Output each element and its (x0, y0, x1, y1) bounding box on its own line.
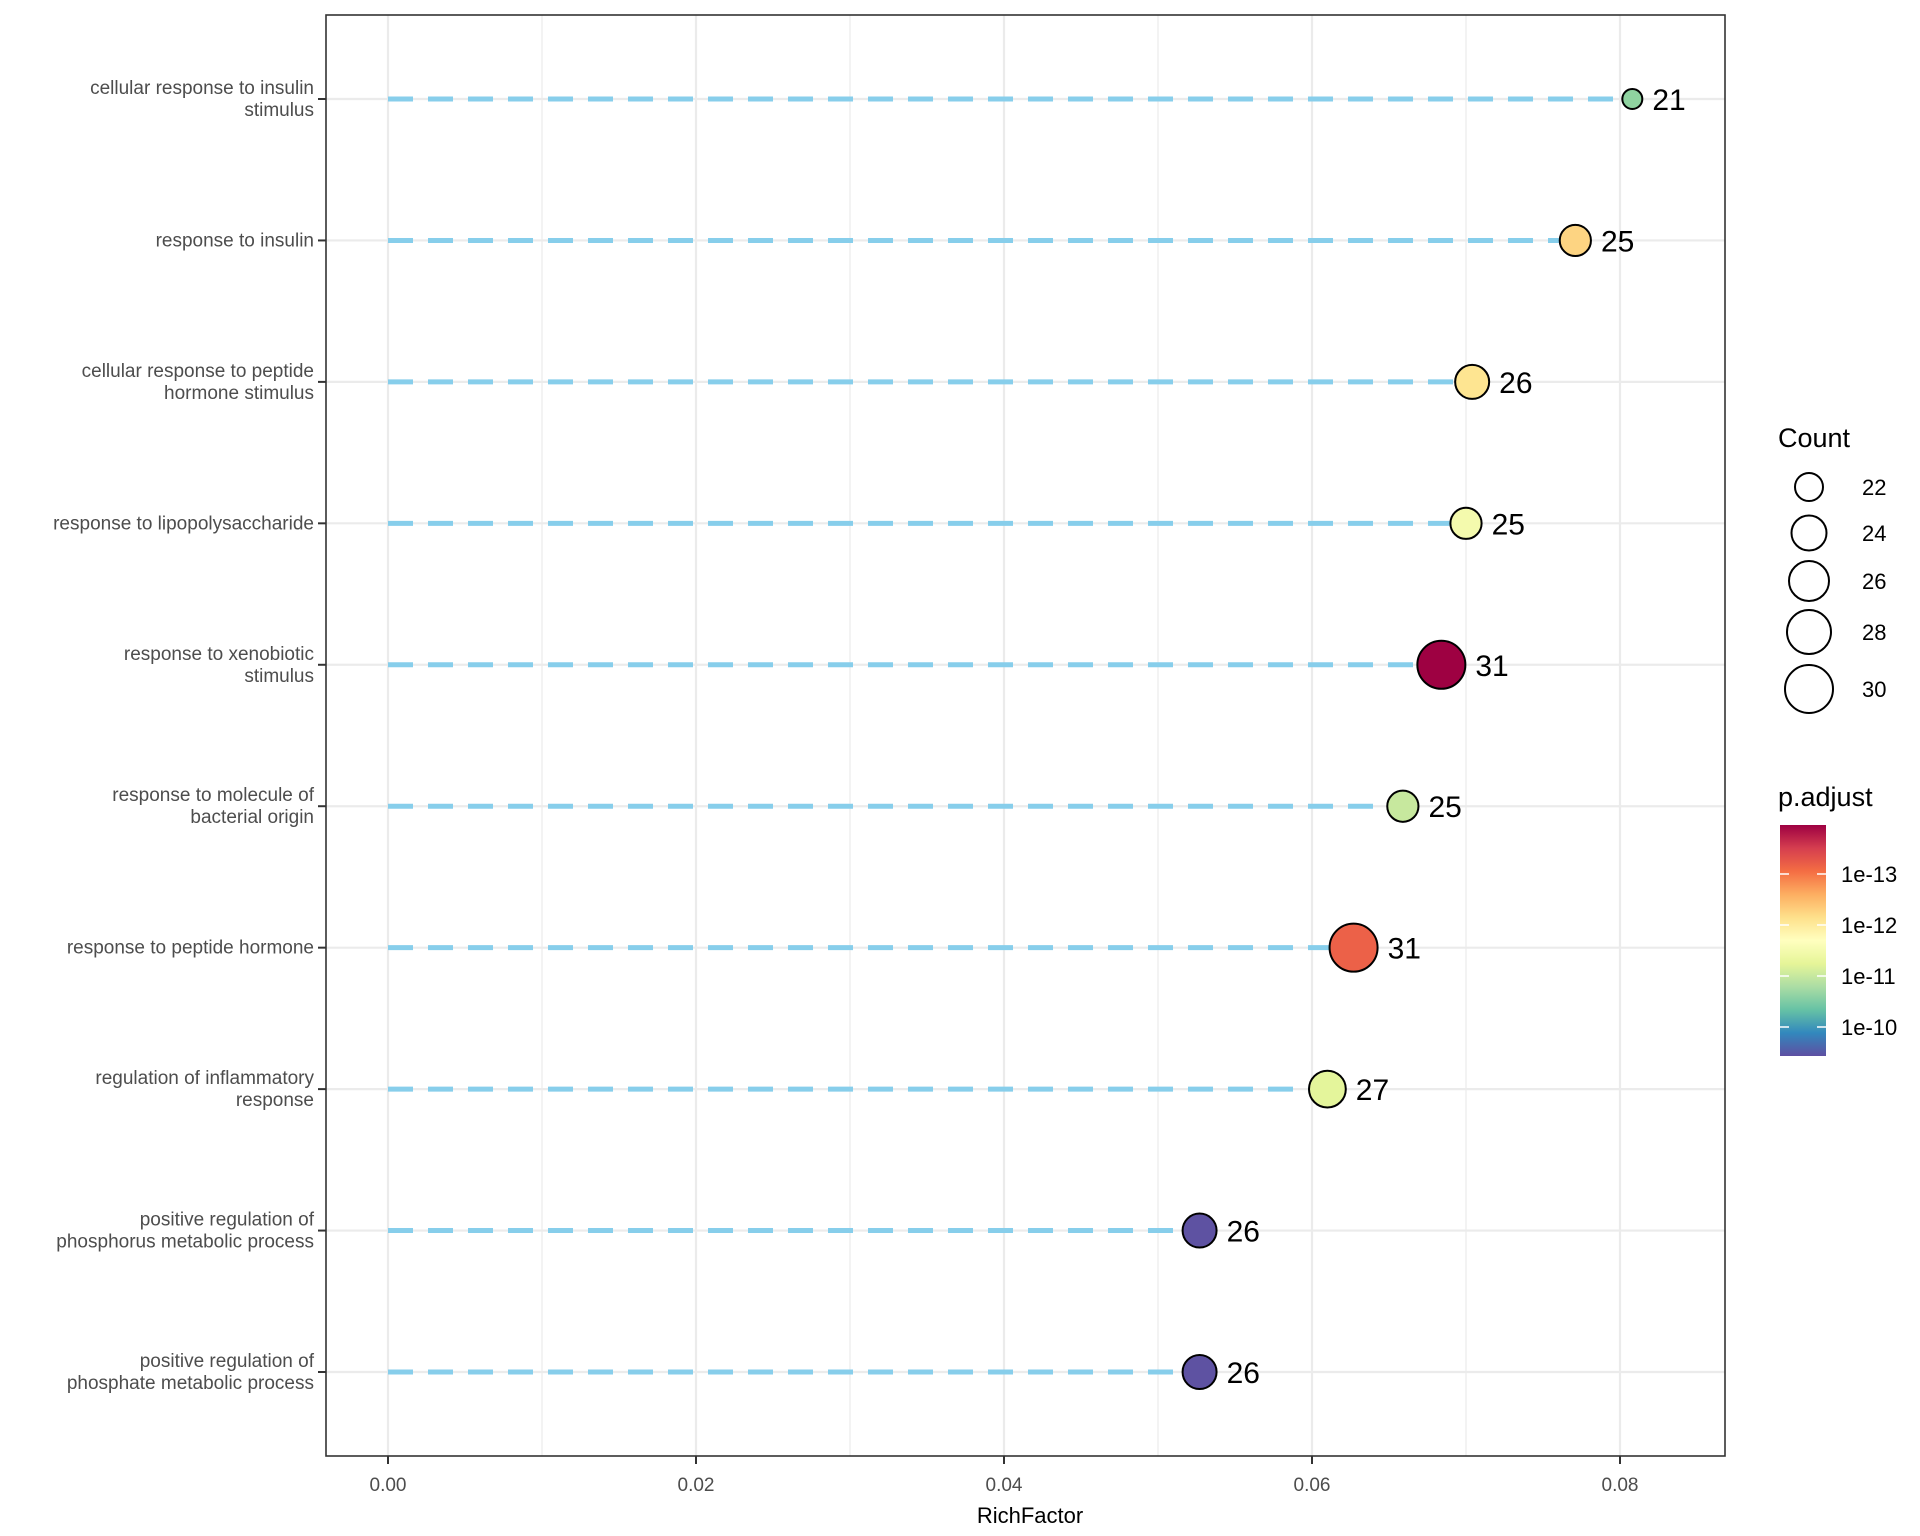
x-tick-label: 0.02 (678, 1475, 715, 1496)
legend-count-key (1794, 472, 1824, 502)
y-tick-label: response to insulin (156, 230, 314, 251)
y-tick-label: cellular response to insulin stimulus (90, 78, 314, 121)
x-axis: 0.00 0.02 0.04 0.06 0.08 (370, 1456, 1639, 1496)
data-point (1454, 363, 1491, 400)
legend-p-adjust: p.adjust 1e-13 1e-12 1e-11 1e-10 (1778, 782, 1897, 1056)
y-tick-label: regulation of inflammatory response (95, 1068, 314, 1111)
point-count-label: 25 (1601, 225, 1634, 258)
legend-count-label: 28 (1862, 620, 1886, 645)
x-tick-label: 0.04 (986, 1475, 1023, 1496)
legend-count-title: Count (1778, 423, 1851, 453)
legend-count-key (1788, 560, 1830, 602)
legend-count-label: 22 (1862, 475, 1886, 500)
data-point (1181, 1212, 1218, 1249)
y-tick-label: response to lipopolysaccharide (53, 513, 314, 534)
colorbar-tick-label: 1e-13 (1841, 862, 1897, 887)
colorbar-tick-label: 1e-12 (1841, 913, 1897, 938)
colorbar (1780, 825, 1826, 1056)
point-count-label: 31 (1388, 933, 1421, 966)
legend-p-adjust-title: p.adjust (1778, 782, 1873, 812)
data-point (1449, 506, 1483, 540)
y-tick-label: response to molecule of bacterial origin (112, 785, 314, 828)
legend-count-key (1786, 609, 1832, 655)
y-tick-label: cellular response to peptide hormone stim… (82, 361, 314, 404)
data-point (1308, 1069, 1347, 1109)
panel-border (325, 14, 1726, 1457)
y-tick-label: positive regulation of phosphate metaboli… (67, 1351, 315, 1394)
legend-count-label: 30 (1862, 677, 1886, 702)
point-count-label: 26 (1499, 367, 1532, 400)
data-point (1558, 223, 1592, 258)
y-tick-label: response to peptide hormone (67, 938, 314, 959)
data-point (1328, 922, 1379, 973)
point-count-label: 27 (1356, 1074, 1389, 1107)
point-count-label: 26 (1227, 1216, 1260, 1249)
x-tick-label: 0.00 (370, 1475, 407, 1496)
point-count-label: 25 (1428, 791, 1461, 824)
x-tick-label: 0.06 (1294, 1475, 1331, 1496)
legend-count-key (1790, 514, 1828, 552)
data-point (1621, 88, 1644, 110)
y-axis: cellular response to insulin stimulus resp… (53, 78, 326, 1394)
lollipop-segments (388, 96, 1623, 1375)
legend-count: Count 22 24 26 28 30 (1778, 423, 1886, 714)
x-axis-title: RichFactor (977, 1503, 1083, 1528)
point-count-label: 25 (1492, 508, 1525, 541)
x-tick-label: 0.08 (1602, 1475, 1639, 1496)
y-tick-label: response to xenobiotic stimulus (124, 644, 314, 687)
point-count-label: 21 (1652, 84, 1685, 117)
legend-count-label: 24 (1862, 521, 1886, 546)
legend-count-label: 26 (1862, 569, 1886, 594)
data-point (1181, 1354, 1218, 1390)
data-point (1386, 789, 1420, 823)
point-count-label: 31 (1475, 650, 1508, 683)
point-count-label: 26 (1227, 1357, 1260, 1390)
y-tick-label: positive regulation of phosphorus metabol… (56, 1210, 314, 1253)
data-point (1416, 639, 1467, 690)
colorbar-tick-label: 1e-11 (1841, 964, 1896, 989)
data-points (1181, 88, 1644, 1390)
point-count-labels: 21 25 26 25 31 25 31 27 26 26 (1227, 84, 1686, 1390)
colorbar-tick-label: 1e-10 (1841, 1015, 1897, 1040)
legend-count-key (1784, 664, 1834, 714)
